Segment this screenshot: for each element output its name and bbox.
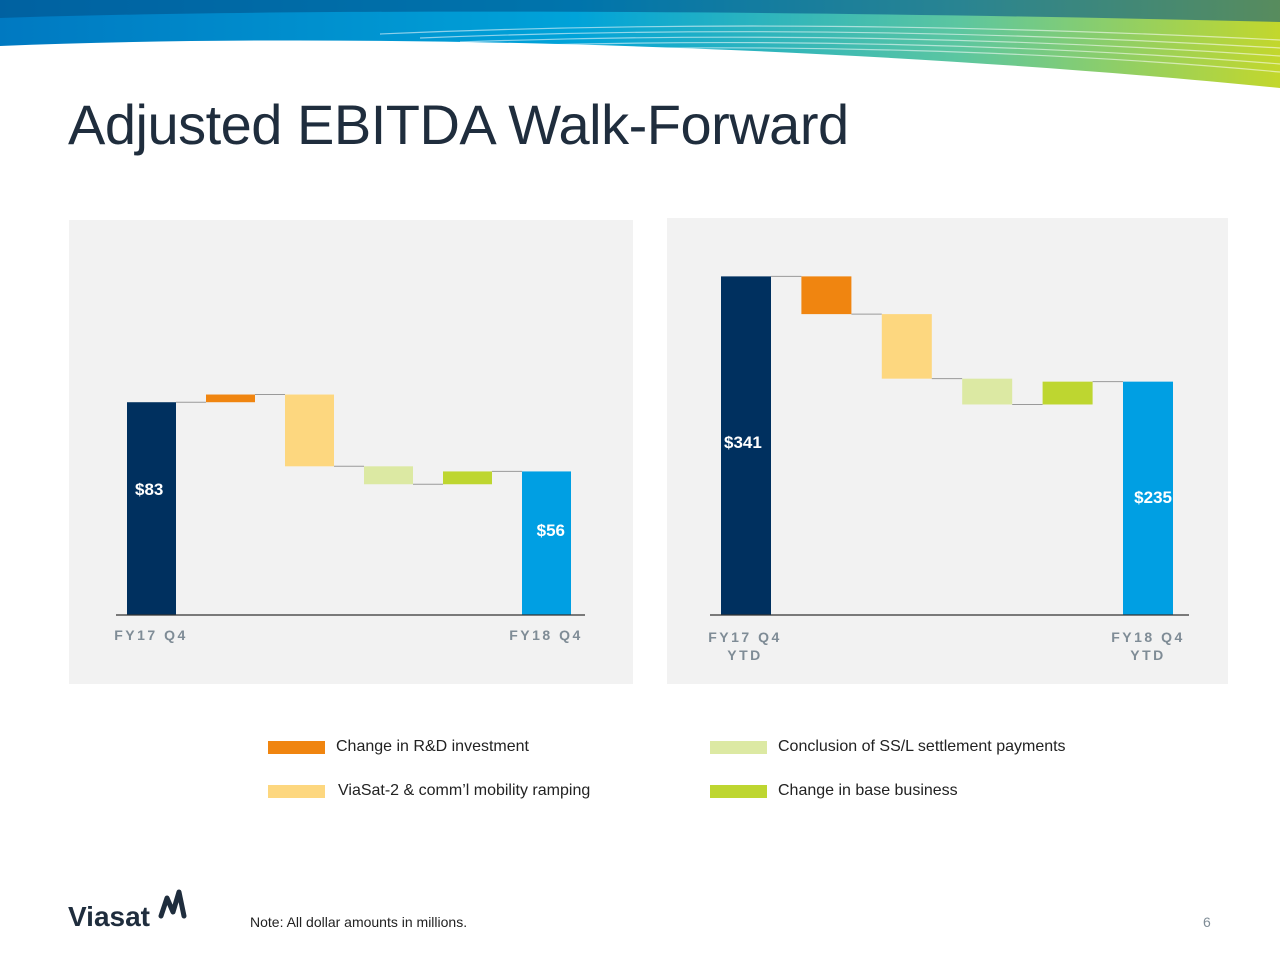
header-banner-graphic [0, 0, 1280, 88]
viasat-logo: Viasat [68, 889, 187, 932]
footer-note: Note: All dollar amounts in millions. [250, 914, 468, 930]
bar-step-rd [801, 276, 852, 315]
bar-step-base [1042, 381, 1093, 405]
category-label-start: FY17 Q4 YTD [708, 629, 782, 663]
waterfall-chart-quarter: $83 $56 FY17 Q4 FY18 Q4 [114, 394, 585, 643]
legend-swatch-rd [268, 741, 325, 754]
chart-panel-ytd: $341 $235 FY17 Q4 YTD FY18 Q4 YTD [667, 218, 1228, 684]
chart-panel-quarter: $83 $56 FY17 Q4 FY18 Q4 [69, 220, 633, 684]
slide-title: Adjusted EBITDA Walk-Forward [68, 93, 849, 156]
page-number: 6 [1203, 914, 1211, 930]
bar-step-rd [206, 394, 255, 403]
value-label-start: $341 [724, 433, 762, 452]
legend-swatch-base [710, 785, 767, 798]
bar-step-ssl [962, 378, 1013, 405]
bar-step-base [443, 471, 492, 485]
value-label-end: $235 [1134, 488, 1172, 507]
legend-label-base: Change in base business [778, 782, 958, 799]
bar-end [1123, 381, 1173, 615]
waterfall-chart-ytd: $341 $235 FY17 Q4 YTD FY18 Q4 YTD [708, 275, 1189, 663]
bar-start [127, 402, 176, 615]
category-label-start: FY17 Q4 [114, 627, 188, 643]
bar-start [721, 276, 771, 615]
category-label-end: FY18 Q4 [509, 627, 583, 643]
bar-end [522, 471, 571, 615]
legend-swatch-ssl [710, 741, 767, 754]
value-label-end: $56 [537, 521, 565, 540]
bar-step-viasat2 [881, 314, 932, 379]
value-label-start: $83 [135, 480, 163, 499]
bar-step-ssl [364, 466, 413, 485]
legend-label-ssl: Conclusion of SS/L settlement payments [778, 738, 1066, 755]
category-label-end: FY18 Q4 YTD [1111, 629, 1185, 663]
legend-label-viasat2: ViaSat-2 & comm’l mobility ramping [338, 782, 591, 799]
legend-label-rd: Change in R&D investment [336, 738, 529, 755]
svg-text:Viasat: Viasat [68, 901, 150, 932]
legend-swatch-viasat2 [268, 785, 325, 798]
bar-step-viasat2 [285, 394, 334, 467]
